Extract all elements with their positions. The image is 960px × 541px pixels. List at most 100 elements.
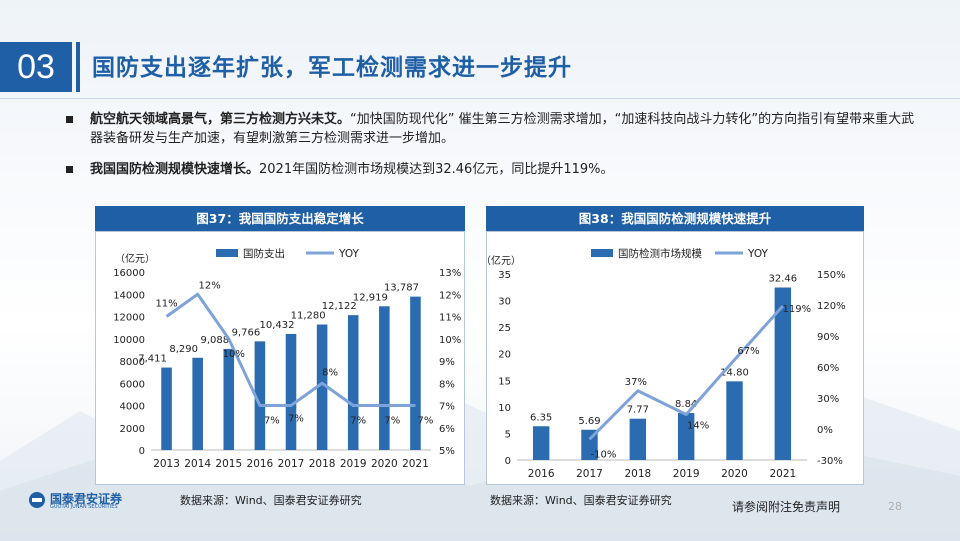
y-tick-left: 16000 [113,268,145,279]
slide-header: 03 国防支出逐年扩张，军工检测需求进一步提升 [0,34,960,100]
y-tick-left: 10 [498,403,511,414]
chart-body: （亿元） 0 5 10 15 20 25 30 35 -30% 0% 30% 60% 90% 120% 150… [481,231,864,485]
x-tick-label: 2020 [371,458,398,470]
bar-data-label: 10,432 [260,320,295,331]
bullet-item: 我国国防检测规模快速增长。2021年国防检测市场规模达到32.46亿元，同比提升… [62,160,922,179]
line-data-label: 7% [350,416,366,427]
y-tick-left: 0 [505,456,511,467]
y-tick-right: 5% [439,446,455,457]
x-tick-label: 2018 [309,458,336,470]
bar [410,296,421,450]
y-tick-left: 14000 [113,290,145,301]
x-tick-label: 2013 [153,458,180,470]
line-data-label: 7% [288,414,304,425]
y-tick-right: 120% [817,301,846,312]
x-tick-label: 2014 [184,458,211,470]
bar [223,348,235,450]
line-data-label: 7% [418,416,434,427]
y-unit-label: （亿元） [115,252,155,265]
bullet-text: “加快国防现代化” 催生第三方检测需求增加，“加速科技向战斗力转化”的方向指引有… [90,112,915,146]
chart-source: 数据来源：Wind、国泰君安证券研究 [180,494,362,507]
line-data-label: -10% [591,449,617,460]
y-tick-right: 12% [439,290,461,301]
yoy-line [588,305,784,441]
bar-data-label: 11,280 [291,311,326,322]
bar-data-label: 32.46 [769,273,798,284]
bar-data-label: 13,787 [384,283,419,294]
slide-title: 国防支出逐年扩张，军工检测需求进一步提升 [92,55,572,81]
bar [192,357,203,450]
title-underline [0,98,960,99]
bar-data-label: 8,290 [169,344,198,355]
bullet-heading: 航空航天领域高景气，第三方检测方兴未艾。 [90,112,351,127]
company-logo: 国泰君安证券 GUOTAI JUNAN SECURITIES [28,490,178,516]
y-tick-left: 20 [498,350,511,361]
x-tick-label: 2017 [576,468,603,480]
bar [726,381,743,460]
bullet-text: 2021年国防检测市场规模达到32.46亿元，同比提升119%。 [259,162,614,177]
legend-line-label: YOY [338,248,360,260]
bar [629,418,647,460]
bar-data-label: 9,766 [232,327,261,338]
y-tick-left: 4000 [120,402,145,413]
y-tick-left: 10000 [113,335,145,346]
bar-data-label: 12,919 [353,292,388,303]
bar [677,413,695,460]
line-data-label: 8% [322,367,338,378]
chart-panel-defense-testing: 图38：我国国防检测规模快速提升 （亿元） 0 5 10 15 20 25 30 35 -30% 0… [481,206,864,485]
bar [379,306,390,450]
bar-data-label: 9,088 [200,335,229,346]
y-tick-left: 35 [498,270,511,281]
bullet-square-icon [66,166,73,173]
chart-svg: （亿元） 0 5 10 15 20 25 30 35 -30% 0% 30% 60% 90% 120% 150… [481,247,846,480]
x-tick-label: 2015 [215,458,242,470]
bar-data-label: 14.80 [720,367,749,378]
y-tick-right: 9% [439,357,455,368]
bar [161,367,172,450]
x-tick-label: 2018 [624,468,651,480]
bar [285,333,297,450]
logo-subtext: GUOTAI JUNAN SECURITIES [50,504,118,510]
line-data-label: 37% [625,377,647,388]
y-tick-right: 13% [439,268,461,279]
x-tick-label: 2020 [721,468,748,480]
y-tick-right: 30% [817,394,839,405]
legend-bar-label: 国防支出 [243,247,285,260]
chart-body: （亿元） 0 2000 4000 6000 8000 10000 12000 14000 1600… [95,231,465,485]
legend-line-label: YOY [747,248,769,260]
bar-data-label: 12,122 [322,301,357,312]
y-tick-left: 30 [498,297,511,308]
line-data-label: 14% [687,421,709,432]
chart-source: 数据来源：Wind、国泰君安证券研究 [490,494,672,507]
bar-data-label: 6.35 [530,412,552,423]
chart-title: 图38：我国国防检测规模快速提升 [486,206,864,231]
bullet-square-icon [66,116,73,123]
line-data-label: 7% [384,416,400,427]
chart-svg: （亿元） 0 2000 4000 6000 8000 10000 12000 14000 1600… [113,247,461,470]
bar [254,341,266,450]
y-tick-right: 0% [817,425,833,436]
logo-text: 国泰君安证券 [50,492,123,506]
y-tick-left: 25 [498,323,511,334]
yoy-line [165,292,416,407]
y-tick-right: 90% [817,332,839,343]
disclaimer: 请参阅附注免责声明 [732,500,841,514]
y-unit-label: （亿元） [487,254,521,267]
x-tick-label: 2017 [278,458,305,470]
bullet-heading: 我国国防检测规模快速增长。 [90,162,260,177]
bar [316,324,328,450]
y-tick-right: -30% [817,456,843,467]
x-tick-label: 2019 [673,468,700,480]
bar-data-label: 5.69 [578,416,600,427]
y-tick-right: 10% [439,335,461,346]
y-tick-left: 12000 [113,313,145,324]
legend-bar-label: 国防检测市场规模 [618,247,702,260]
bar-data-label: 8.84 [675,399,697,410]
y-tick-left: 15 [498,376,511,387]
bar-data-label: 7.77 [627,405,649,416]
y-tick-left: 6000 [120,379,145,390]
x-tick-label: 2016 [528,468,555,480]
chart-title: 图37：我国国防支出稳定增长 [95,206,465,231]
x-tick-label: 2019 [340,458,367,470]
y-tick-right: 60% [817,363,839,374]
